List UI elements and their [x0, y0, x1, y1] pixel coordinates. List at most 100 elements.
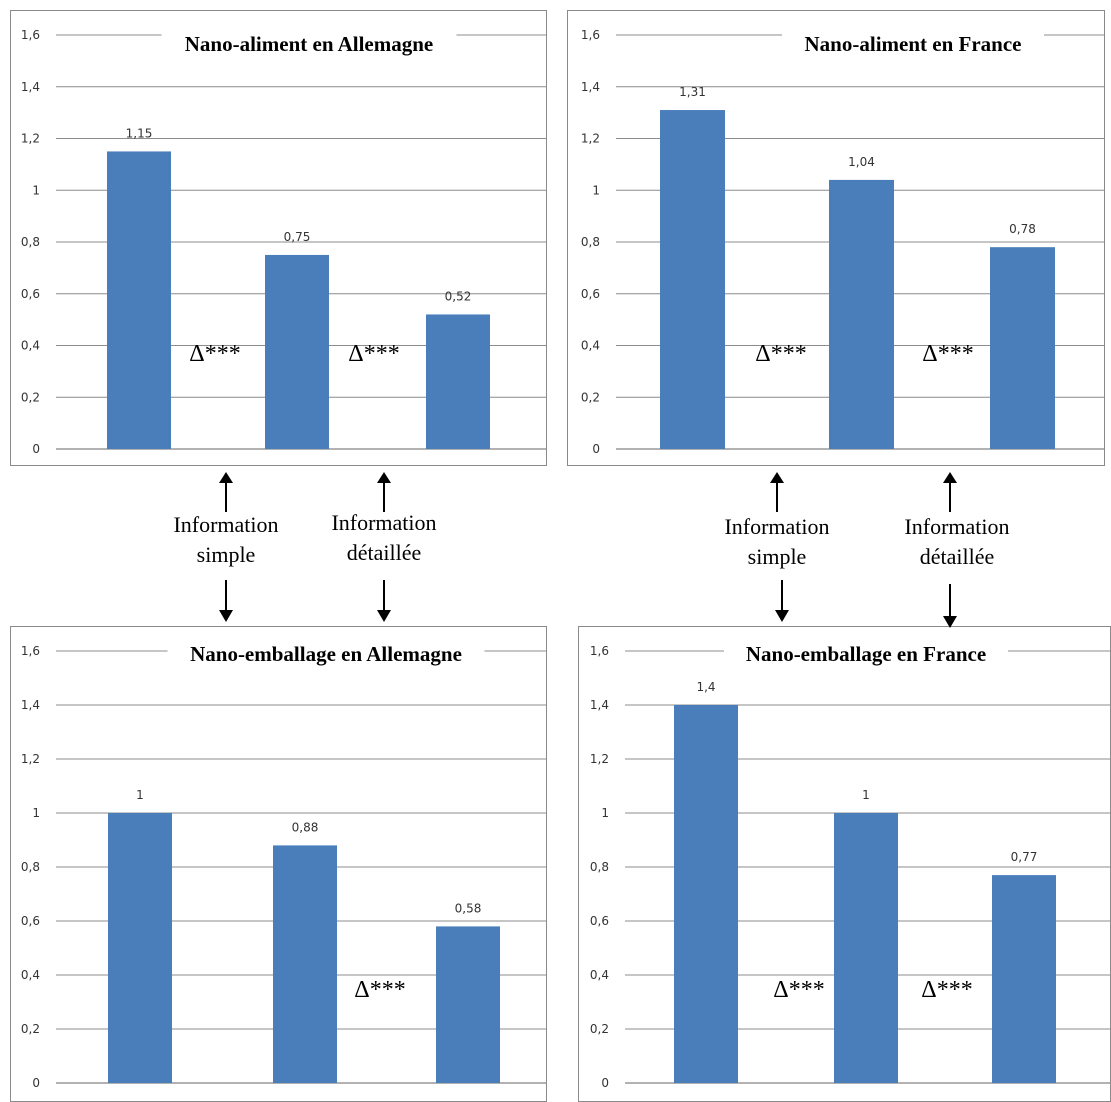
up-arrow-icon	[219, 472, 233, 512]
bar-value-label: 0,88	[292, 820, 319, 834]
bar-value-label: 1,4	[696, 680, 715, 694]
y-tick-label: 0,6	[581, 287, 600, 301]
y-tick-label: 0,8	[581, 235, 600, 249]
y-tick-label: 1,4	[21, 698, 40, 712]
y-tick-label: 0,8	[21, 860, 40, 874]
annotation-line: Information	[904, 514, 1010, 539]
bar-chart: 0 0,2 0,4 0,6 0,8 1 1,2 1,4 1,6 Nano-emballage en…	[21, 637, 546, 1090]
y-tick-label: 0,6	[21, 287, 40, 301]
bar-value-label: 1	[136, 788, 144, 802]
y-tick-label: 1,4	[21, 80, 40, 94]
significance-marker: Δ***	[922, 341, 973, 367]
up-arrow-icon	[943, 472, 957, 512]
y-tick-label: 0,4	[21, 339, 40, 353]
annotation-line: simple	[747, 544, 807, 569]
y-tick-label: 0,6	[590, 914, 609, 928]
significance-marker: Δ***	[773, 977, 824, 1003]
up-arrow-icon	[377, 472, 391, 512]
bar-value-label: 0,52	[445, 289, 472, 303]
significance-marker: Δ***	[348, 341, 399, 367]
bar	[273, 845, 337, 1083]
y-tick-label: 0,4	[581, 339, 600, 353]
bar	[834, 813, 898, 1083]
bar	[436, 926, 500, 1083]
annotation-information-simple-right: Information simple	[677, 512, 877, 572]
bar-value-label: 0,77	[1011, 850, 1038, 864]
y-tick-label: 0,2	[21, 1022, 40, 1036]
title-background	[782, 27, 1044, 59]
annotation-line: simple	[196, 542, 256, 567]
y-tick-label: 0	[592, 442, 600, 456]
down-arrow-icon	[377, 580, 391, 622]
chart-title: Nano-aliment en Allemagne	[185, 32, 433, 56]
significance-marker: Δ***	[921, 977, 972, 1003]
y-tick-label: 0,4	[590, 968, 609, 982]
bar-value-label: 0,58	[455, 901, 482, 915]
annotation-line: détaillée	[919, 544, 995, 569]
significance-marker: Δ***	[189, 341, 240, 367]
bar-value-label: 0,75	[284, 230, 311, 244]
bar	[990, 247, 1055, 449]
down-arrow-icon	[943, 584, 957, 628]
annotation-information-detaillee-left: Information détaillée	[284, 508, 484, 568]
y-tick-label: 1	[32, 183, 40, 197]
bar	[992, 875, 1056, 1083]
y-tick-label: 1,6	[21, 644, 40, 658]
y-tick-label: 1,4	[590, 698, 609, 712]
bar	[829, 179, 894, 449]
y-tick-label: 0,2	[21, 390, 40, 404]
annotation-line: Information	[724, 514, 830, 539]
bar-value-label: 1,15	[126, 126, 153, 140]
y-tick-label: 0,2	[581, 390, 600, 404]
y-tick-label: 0	[32, 442, 40, 456]
annotation-information-detaillee-right: Information détaillée	[857, 512, 1057, 572]
y-tick-label: 0,8	[590, 860, 609, 874]
y-tick-label: 1,2	[21, 752, 40, 766]
y-tick-label: 0	[601, 1076, 609, 1090]
y-tick-label: 0,2	[590, 1022, 609, 1036]
bar-value-label: 1	[862, 788, 870, 802]
y-tick-label: 0	[32, 1076, 40, 1090]
chart-title: Nano-emballage en Allemagne	[190, 642, 462, 666]
y-tick-label: 1	[592, 183, 600, 197]
down-arrow-icon	[219, 580, 233, 622]
bar	[108, 813, 172, 1083]
bar	[674, 705, 738, 1083]
bar-chart: 0 0,2 0,4 0,6 0,8 1 1,2 1,4 1,6 Nano-emballage en…	[590, 637, 1110, 1090]
chart-panel-emballage-allemagne: 0 0,2 0,4 0,6 0,8 1 1,2 1,4 1,6 Nano-emballage en…	[10, 626, 547, 1102]
chart-panel-aliment-france: 0 0,2 0,4 0,6 0,8 1 1,2 1,4 1,6 Nano-aliment en F…	[567, 10, 1105, 466]
bar	[426, 314, 490, 449]
y-tick-label: 1,2	[590, 752, 609, 766]
bar-value-label: 0,78	[1009, 222, 1036, 236]
y-tick-label: 1	[601, 806, 609, 820]
bar-value-label: 1,04	[848, 155, 875, 169]
y-tick-label: 0,8	[21, 235, 40, 249]
title-background	[167, 637, 485, 669]
chart-title: Nano-emballage en France	[746, 642, 986, 666]
annotation-information-simple-left: Information simple	[126, 510, 326, 570]
bar	[265, 254, 329, 449]
bar-chart: 0 0,2 0,4 0,6 0,8 1 1,2 1,4 1,6 Nano-aliment en A…	[21, 27, 546, 456]
y-tick-label: 1,6	[21, 28, 40, 42]
bar-value-label: 1,31	[679, 85, 706, 99]
down-arrow-icon	[775, 580, 789, 622]
bar	[660, 110, 725, 449]
y-tick-label: 1,6	[581, 28, 600, 42]
y-tick-label: 1,4	[581, 80, 600, 94]
y-tick-label: 1,2	[581, 132, 600, 146]
y-tick-label: 1,6	[590, 644, 609, 658]
chart-panel-aliment-allemagne: 0 0,2 0,4 0,6 0,8 1 1,2 1,4 1,6 Nano-aliment en A…	[10, 10, 547, 466]
significance-marker: Δ***	[354, 977, 405, 1003]
y-tick-label: 1,2	[21, 132, 40, 146]
y-tick-label: 1	[32, 806, 40, 820]
bar	[107, 151, 171, 449]
title-background	[724, 637, 1008, 669]
chart-panel-emballage-france: 0 0,2 0,4 0,6 0,8 1 1,2 1,4 1,6 Nano-emballage en…	[578, 626, 1111, 1102]
up-arrow-icon	[770, 472, 784, 512]
y-tick-label: 0,6	[21, 914, 40, 928]
significance-marker: Δ***	[755, 341, 806, 367]
y-tick-label: 0,4	[21, 968, 40, 982]
chart-title: Nano-aliment en France	[805, 32, 1022, 56]
annotation-line: Information	[331, 510, 437, 535]
title-background	[161, 27, 457, 59]
